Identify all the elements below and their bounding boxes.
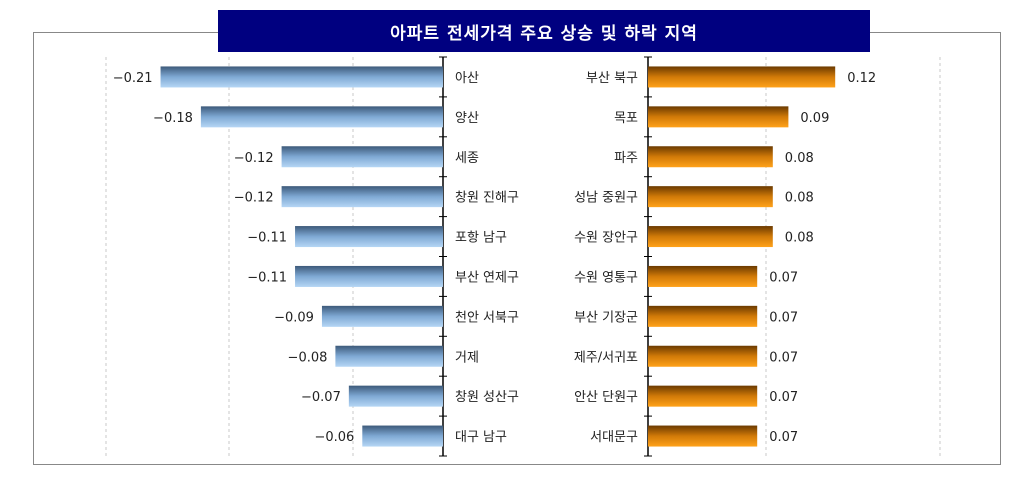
- chart-title: 아파트 전세가격 주요 상승 및 하락 지역: [218, 10, 870, 52]
- data-label: −0.21: [113, 71, 153, 86]
- bar: [648, 385, 758, 407]
- category-label: 양산: [455, 111, 479, 126]
- bar: [648, 226, 773, 248]
- bar: [648, 345, 758, 367]
- bar: [321, 305, 443, 327]
- category-label: 아산: [455, 71, 479, 86]
- bar: [295, 265, 443, 287]
- bar: [648, 265, 758, 287]
- bar: [648, 146, 773, 168]
- category-label: 포항 남구: [455, 231, 507, 246]
- category-label: 수원 영통구: [574, 270, 638, 285]
- data-label: −0.09: [274, 310, 314, 325]
- bar: [200, 106, 443, 128]
- data-label: −0.11: [247, 231, 287, 246]
- category-label: 성남 중원구: [574, 191, 638, 206]
- data-label: −0.06: [314, 430, 354, 445]
- data-label: 0.07: [769, 310, 798, 325]
- category-label: 부산 북구: [586, 71, 638, 86]
- bar: [348, 385, 443, 407]
- category-label: 제주/서귀포: [574, 350, 638, 365]
- bar: [648, 186, 773, 208]
- bar: [160, 66, 444, 88]
- data-label: −0.08: [288, 350, 328, 365]
- bar: [362, 425, 443, 447]
- data-label: −0.12: [234, 191, 274, 206]
- data-label: 0.08: [785, 151, 814, 166]
- data-label: −0.18: [153, 111, 193, 126]
- data-label: 0.08: [785, 191, 814, 206]
- category-label: 파주: [614, 151, 638, 166]
- category-label: 천안 서북구: [455, 310, 519, 325]
- bar: [648, 425, 758, 447]
- category-label: 서대문구: [590, 430, 638, 445]
- data-label: −0.11: [247, 270, 287, 285]
- category-label: 부산 기장군: [574, 310, 638, 325]
- category-label: 창원 진해구: [455, 191, 519, 206]
- data-label: −0.07: [301, 390, 341, 405]
- data-label: 0.07: [769, 430, 798, 445]
- bar: [335, 345, 443, 367]
- data-label: 0.07: [769, 270, 798, 285]
- category-label: 부산 연제구: [455, 270, 519, 285]
- data-label: 0.07: [769, 390, 798, 405]
- category-label: 수원 장안구: [574, 231, 638, 246]
- bar: [281, 186, 443, 208]
- data-label: −0.12: [234, 151, 274, 166]
- category-label: 거제: [455, 350, 479, 365]
- data-label: 0.08: [785, 231, 814, 246]
- category-label: 창원 성산구: [455, 390, 519, 405]
- bar: [281, 146, 443, 168]
- data-label: 0.07: [769, 350, 798, 365]
- category-label: 세종: [455, 151, 479, 166]
- data-label: 0.12: [847, 71, 876, 86]
- category-label: 대구 남구: [455, 430, 507, 445]
- category-label: 목포: [614, 111, 638, 126]
- bar: [648, 106, 789, 128]
- bar: [648, 305, 758, 327]
- bar: [295, 226, 443, 248]
- category-label: 안산 단원구: [574, 390, 638, 405]
- data-label: 0.09: [800, 111, 829, 126]
- bar: [648, 66, 836, 88]
